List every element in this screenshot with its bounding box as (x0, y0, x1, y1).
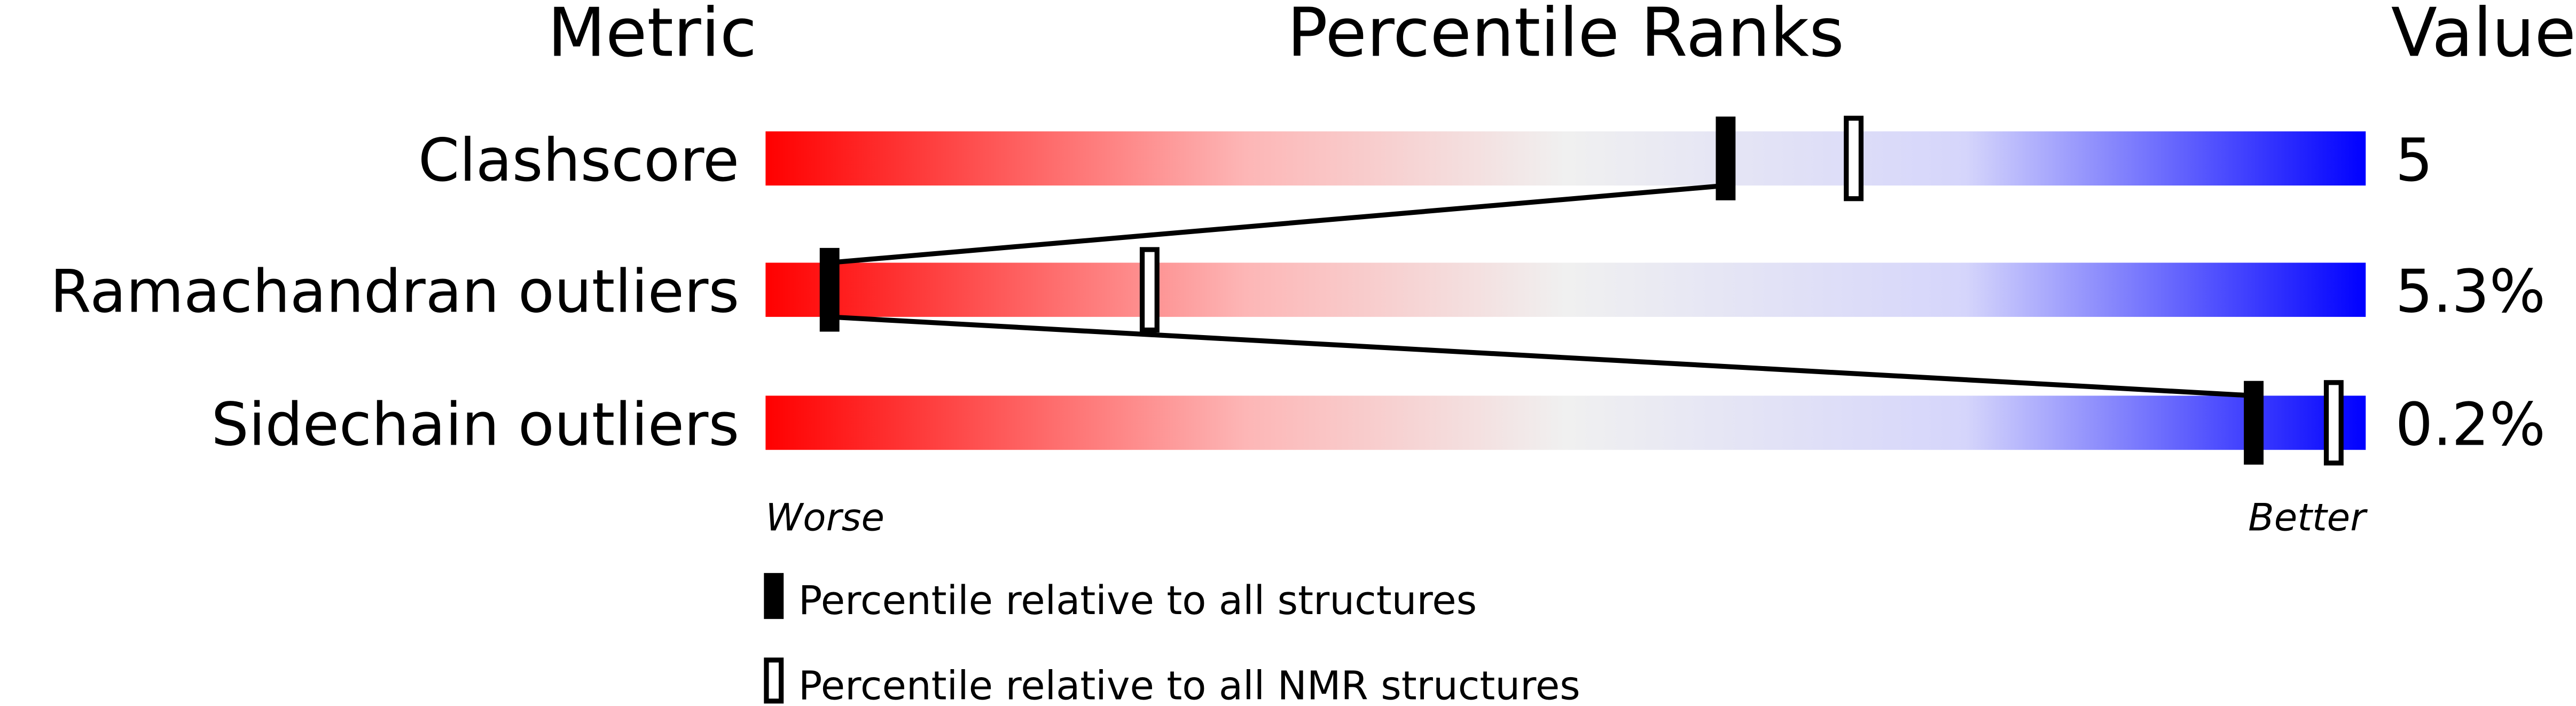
all-percentile-marker (2244, 381, 2264, 465)
metric-label: Ramachandran outliers (50, 258, 739, 327)
nmr-percentile-marker (1139, 247, 1160, 333)
metric-label: Sidechain outliers (211, 391, 739, 460)
header-metric: Metric (547, 0, 757, 72)
percentile-bar (765, 131, 2366, 186)
nmr-percentile-marker (2323, 380, 2344, 466)
legend-filled-marker (764, 573, 784, 619)
axis-label-worse: Worse (765, 495, 884, 539)
metric-label: Clashscore (418, 126, 739, 195)
percentile-bar (765, 395, 2366, 450)
metric-value: 5 (2395, 126, 2433, 195)
percentile-bar (765, 262, 2366, 317)
axis-label-better: Better (2248, 495, 2368, 539)
legend-all-structures: Percentile relative to all structures (798, 578, 1477, 624)
header-percentile-ranks: Percentile Ranks (1287, 0, 1844, 72)
legend-nmr-structures: Percentile relative to all NMR structure… (798, 664, 1580, 706)
all-percentile-marker (1716, 117, 1736, 200)
metric-value: 5.3% (2395, 258, 2546, 327)
header-value: Value (2391, 0, 2576, 72)
legend-hollow-marker (764, 657, 784, 704)
metric-value: 0.2% (2395, 391, 2546, 460)
nmr-percentile-marker (1844, 115, 1864, 201)
all-percentile-marker (819, 247, 840, 332)
